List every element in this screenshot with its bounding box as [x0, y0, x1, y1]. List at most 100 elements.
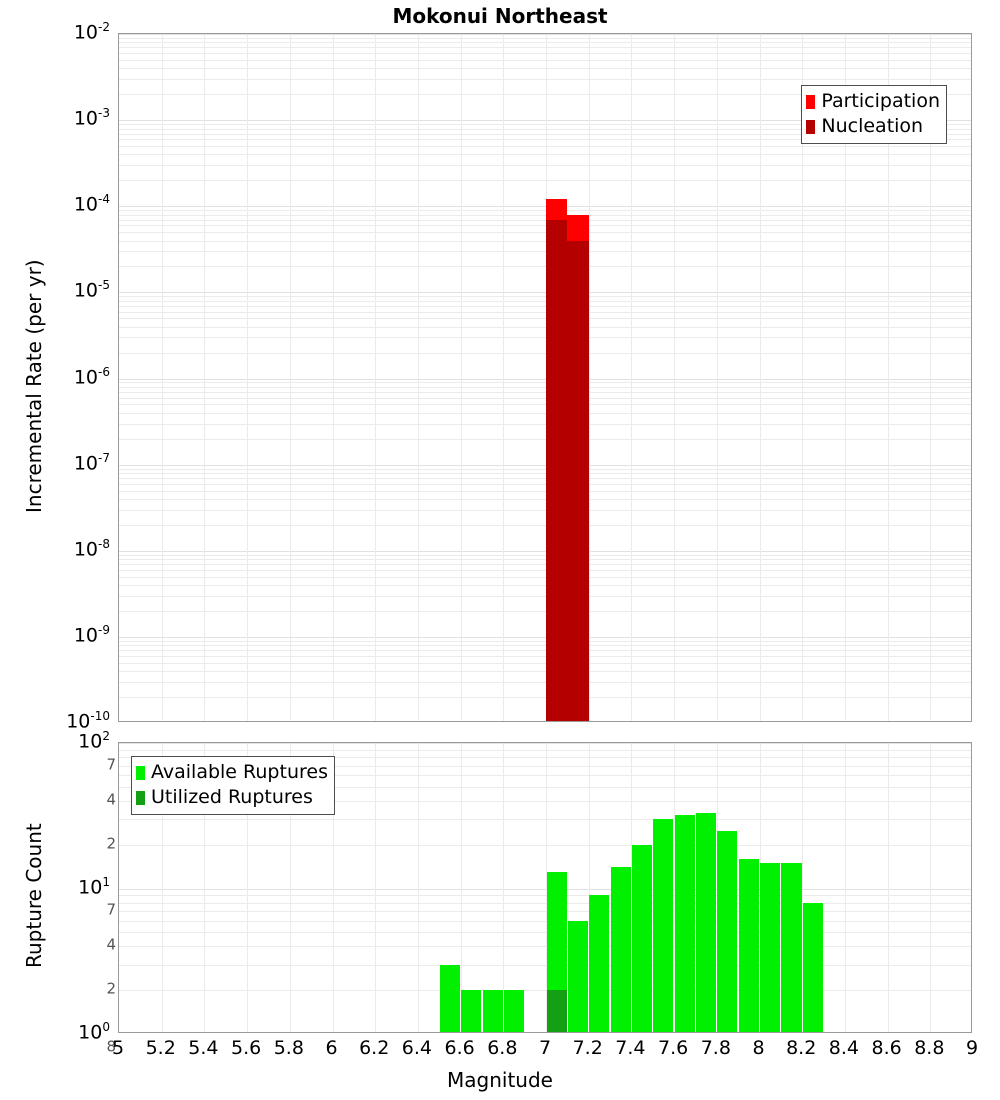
gridline-vertical — [716, 34, 718, 721]
gridline — [119, 292, 971, 294]
x-tick-label: 7.2 — [572, 1037, 603, 1059]
gridline — [119, 550, 971, 552]
gridline — [119, 133, 971, 135]
gridline-vertical — [631, 34, 633, 721]
x-tick-label: 6.4 — [401, 1037, 432, 1059]
gridline — [119, 490, 971, 492]
gridline — [119, 920, 971, 922]
gridline — [119, 139, 971, 141]
gridline — [119, 154, 971, 156]
bar-available-ruptures — [610, 867, 631, 1032]
legend-label: Nucleation — [821, 115, 924, 137]
gridline-vertical — [375, 34, 377, 721]
top-panel-y-axis-title: Incremental Rate (per yr) — [22, 258, 46, 513]
gridline — [119, 352, 971, 354]
gridline — [119, 423, 971, 425]
bar-nucleation — [567, 240, 589, 721]
bar-available-ruptures — [717, 830, 738, 1032]
gridline — [119, 911, 971, 912]
gridline-vertical — [588, 743, 590, 1032]
y-tick-label: 10-5 — [73, 278, 110, 302]
gridline — [119, 757, 971, 759]
gridline-vertical — [802, 743, 804, 1032]
gridline-vertical — [759, 34, 761, 721]
top-panel-bars — [119, 34, 971, 721]
gridline — [119, 662, 971, 664]
gridline — [119, 225, 971, 227]
legend-label: Utilized Ruptures — [151, 786, 313, 808]
bar-available-ruptures — [503, 990, 524, 1032]
gridline — [119, 800, 971, 802]
gridline — [119, 240, 971, 242]
gridline — [119, 564, 971, 566]
top-panel-gridlines — [119, 34, 971, 721]
gridline — [119, 382, 971, 384]
page-title: Mokonui Northeast — [392, 4, 608, 28]
count-swatch-icon — [136, 765, 145, 780]
gridline-vertical — [887, 34, 889, 721]
gridline — [119, 404, 971, 406]
x-tick-label: 6 — [325, 1037, 338, 1059]
gridline-vertical — [930, 743, 932, 1032]
gridline-vertical — [161, 743, 163, 1032]
gridline — [119, 569, 971, 571]
gridline-vertical — [332, 743, 334, 1032]
bar-available-ruptures — [674, 815, 695, 1032]
legend-entry: Nucleation — [806, 114, 940, 139]
gridline — [119, 697, 971, 699]
y-tick-label-minor: 8 — [106, 1037, 116, 1056]
y-tick-label-minor: 7 — [106, 755, 116, 773]
bar-available-ruptures — [760, 862, 781, 1032]
gridline — [119, 386, 971, 388]
y-tick-label-minor: 4 — [106, 935, 116, 954]
legend-entry: Utilized Ruptures — [136, 785, 328, 810]
gridline — [119, 765, 971, 767]
gridline-vertical — [716, 743, 718, 1032]
gridline-vertical — [289, 743, 291, 1032]
x-tick-label: 8.2 — [786, 1037, 817, 1059]
y-tick-label: 10-10 — [66, 709, 110, 733]
y-tick-label: 10-2 — [73, 20, 110, 44]
gridline — [119, 946, 971, 948]
bottom-panel-gridlines — [119, 743, 971, 1032]
legend-label: Participation — [821, 90, 940, 112]
gridline — [119, 251, 971, 253]
gridline-vertical — [802, 34, 804, 721]
rate-swatch-icon — [806, 119, 816, 134]
gridline — [119, 378, 971, 380]
y-tick-label: 10-3 — [73, 106, 110, 130]
gridline — [119, 337, 971, 339]
y-tick-label: 102 — [78, 729, 110, 753]
x-tick-label: 6.6 — [444, 1037, 475, 1059]
gridline — [119, 554, 971, 556]
gridline — [119, 326, 971, 328]
gridline-vertical — [588, 34, 590, 721]
gridline — [119, 464, 971, 466]
gridline — [119, 650, 971, 652]
bar-available-ruptures — [653, 819, 674, 1032]
gridline — [119, 509, 971, 511]
gridline-vertical — [332, 34, 334, 721]
gridline — [119, 595, 971, 597]
x-tick-label: 6.8 — [487, 1037, 518, 1059]
x-tick-label: 8.6 — [871, 1037, 902, 1059]
gridline — [119, 124, 971, 126]
x-tick-label: 5.2 — [145, 1037, 176, 1059]
gridline-vertical — [247, 743, 249, 1032]
gridline — [119, 37, 971, 39]
gridline-vertical — [460, 743, 462, 1032]
gridline — [119, 902, 971, 904]
y-tick-label: 10-8 — [73, 536, 110, 561]
gridline — [119, 438, 971, 440]
x-tick-label: 7 — [538, 1037, 552, 1059]
bottom-panel-legend: Available Ruptures Utilized Ruptures — [131, 756, 335, 815]
gridline — [119, 266, 971, 268]
gridline-vertical — [460, 34, 462, 721]
gridline — [119, 681, 971, 683]
count-swatch-icon — [136, 790, 145, 805]
gridline — [119, 656, 971, 657]
y-tick-label-minor: 2 — [106, 979, 116, 998]
gridline-vertical — [161, 34, 163, 721]
gridline-vertical — [759, 743, 761, 1032]
